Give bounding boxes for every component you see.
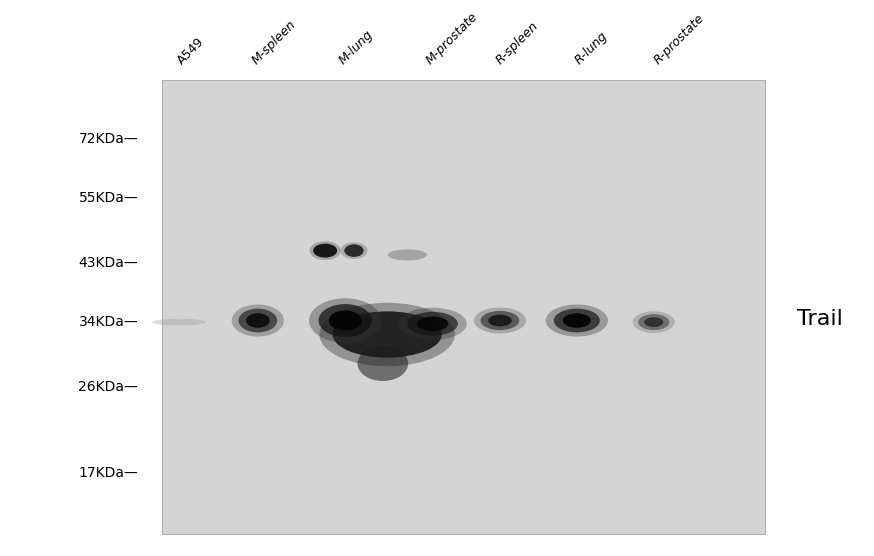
Ellipse shape xyxy=(388,249,427,261)
Ellipse shape xyxy=(644,317,663,327)
Ellipse shape xyxy=(344,244,364,257)
Ellipse shape xyxy=(545,305,608,336)
Text: M-prostate: M-prostate xyxy=(424,10,481,67)
Ellipse shape xyxy=(341,242,368,259)
Text: Trail: Trail xyxy=(797,310,843,330)
Text: 17KDa—: 17KDa— xyxy=(79,466,138,480)
Ellipse shape xyxy=(329,310,362,331)
Text: R-prostate: R-prostate xyxy=(651,11,706,67)
Ellipse shape xyxy=(563,313,591,328)
Text: 55KDa—: 55KDa— xyxy=(79,191,138,206)
Ellipse shape xyxy=(417,316,448,331)
Text: 34KDa—: 34KDa— xyxy=(79,315,138,329)
Text: 72KDa—: 72KDa— xyxy=(79,132,138,146)
Text: M-spleen: M-spleen xyxy=(249,18,298,67)
Ellipse shape xyxy=(309,298,381,343)
Ellipse shape xyxy=(320,303,455,366)
Ellipse shape xyxy=(318,304,372,337)
Ellipse shape xyxy=(309,241,341,260)
Ellipse shape xyxy=(638,314,669,330)
FancyBboxPatch shape xyxy=(162,80,765,534)
Ellipse shape xyxy=(313,244,337,257)
Ellipse shape xyxy=(246,313,270,328)
Ellipse shape xyxy=(399,307,467,340)
Ellipse shape xyxy=(239,309,277,332)
Text: M-lung: M-lung xyxy=(336,28,376,67)
Ellipse shape xyxy=(407,312,458,336)
Ellipse shape xyxy=(481,311,519,330)
Ellipse shape xyxy=(474,307,526,334)
Text: R-spleen: R-spleen xyxy=(494,19,542,67)
Text: 26KDa—: 26KDa— xyxy=(79,380,138,394)
Ellipse shape xyxy=(332,311,442,358)
Text: R-lung: R-lung xyxy=(572,29,610,67)
Ellipse shape xyxy=(357,346,408,381)
Text: A549: A549 xyxy=(175,35,207,67)
Ellipse shape xyxy=(152,319,206,325)
Ellipse shape xyxy=(633,311,675,333)
Ellipse shape xyxy=(554,309,600,332)
Text: 43KDa—: 43KDa— xyxy=(79,256,138,270)
Ellipse shape xyxy=(488,315,512,326)
Ellipse shape xyxy=(232,305,284,336)
